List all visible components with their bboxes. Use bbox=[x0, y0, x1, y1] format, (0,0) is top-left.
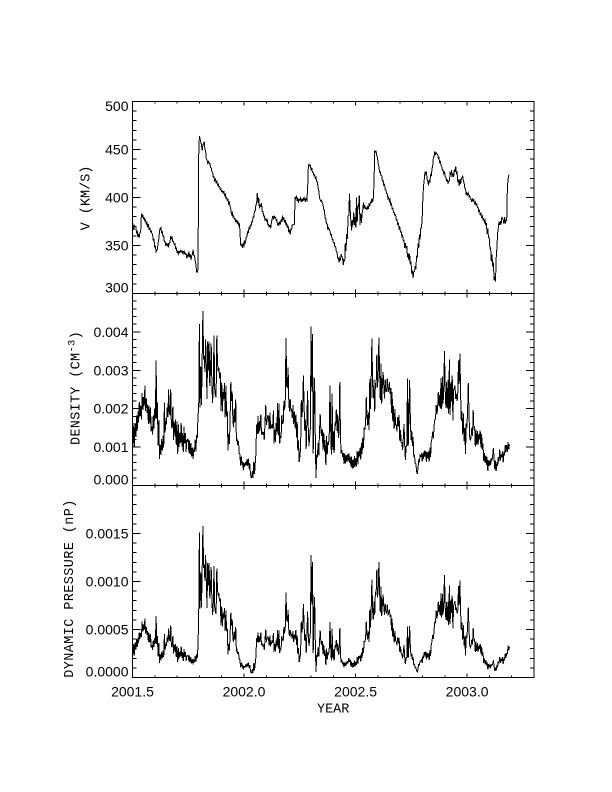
svg-text:350: 350 bbox=[105, 238, 129, 254]
svg-text:400: 400 bbox=[105, 190, 129, 206]
svg-text:0.0015: 0.0015 bbox=[86, 526, 129, 542]
svg-text:DYNAMIC PRESSURE (nP): DYNAMIC PRESSURE (nP) bbox=[63, 499, 78, 678]
svg-text:0.001: 0.001 bbox=[93, 439, 128, 455]
svg-text:2002.0: 2002.0 bbox=[223, 684, 266, 700]
svg-text:YEAR: YEAR bbox=[317, 703, 349, 718]
svg-text:0.003: 0.003 bbox=[93, 362, 128, 378]
svg-text:300: 300 bbox=[105, 280, 129, 296]
svg-text:DENSITY (CM-3): DENSITY (CM-3) bbox=[67, 331, 85, 445]
svg-text:0.002: 0.002 bbox=[93, 401, 128, 417]
svg-text:2002.5: 2002.5 bbox=[334, 684, 377, 700]
svg-text:500: 500 bbox=[105, 98, 129, 114]
svg-text:0.0005: 0.0005 bbox=[86, 622, 129, 638]
svg-text:2001.5: 2001.5 bbox=[111, 684, 154, 700]
svg-text:2003.0: 2003.0 bbox=[446, 684, 489, 700]
svg-text:0.0010: 0.0010 bbox=[86, 574, 129, 590]
svg-text:450: 450 bbox=[105, 142, 129, 158]
svg-text:0.0000: 0.0000 bbox=[86, 664, 129, 680]
svg-text:0.004: 0.004 bbox=[93, 324, 128, 340]
svg-text:V (KM/S): V (KM/S) bbox=[80, 166, 95, 231]
svg-text:0.000: 0.000 bbox=[93, 472, 128, 488]
